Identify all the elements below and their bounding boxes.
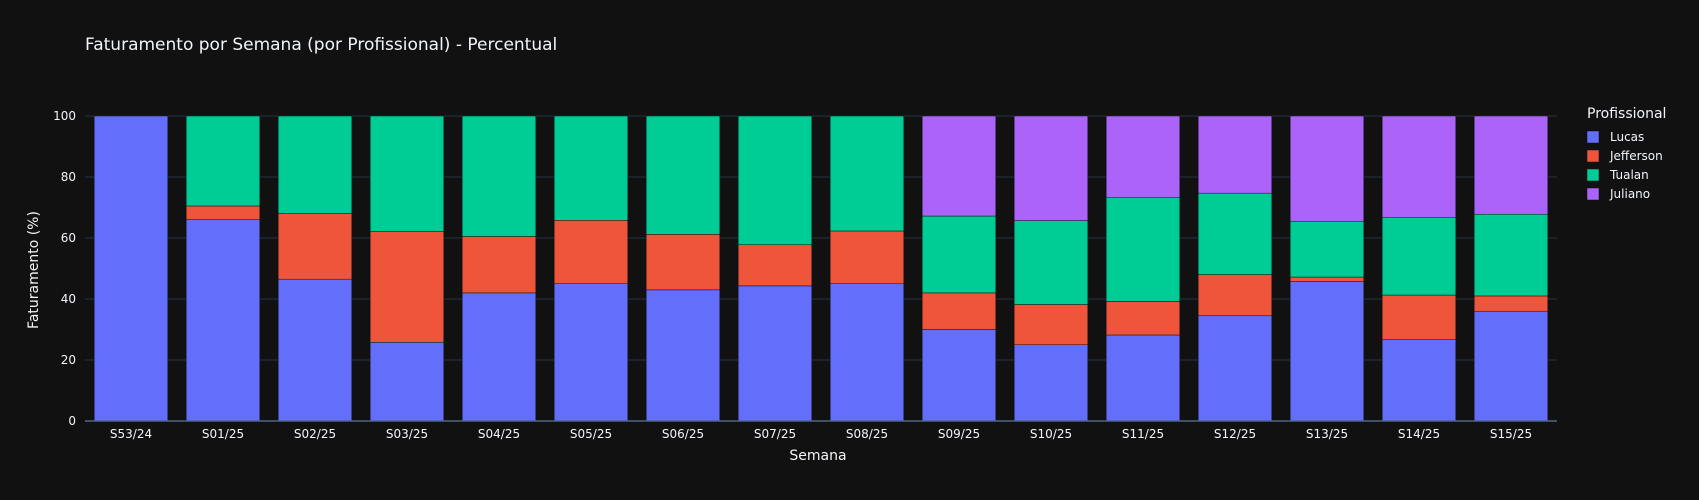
bar-juliano-s11-25[interactable]: [1105, 115, 1181, 198]
x-axis-title: Semana: [789, 448, 846, 464]
x-tick-label: S10/25: [1030, 427, 1072, 441]
bar-jefferson-s12-25[interactable]: [1197, 274, 1273, 317]
bar-jefferson-s02-25[interactable]: [277, 213, 353, 280]
legend-swatch-lucas[interactable]: [1586, 130, 1600, 144]
bar-jefferson-s03-25[interactable]: [369, 231, 445, 343]
bar-tualan-s02-25[interactable]: [277, 115, 353, 214]
y-axis-title: Faturamento (%): [26, 211, 42, 329]
bar-juliano-s10-25[interactable]: [1013, 115, 1089, 221]
bar-jefferson-s07-25[interactable]: [737, 244, 813, 287]
x-tick-label: S15/25: [1490, 427, 1532, 441]
bar-lucas-s04-25[interactable]: [461, 292, 537, 422]
x-tick-label: S53/24: [110, 427, 152, 441]
bar-jefferson-s01-25[interactable]: [185, 205, 261, 220]
x-tick-label: S01/25: [202, 427, 244, 441]
bar-jefferson-s04-25[interactable]: [461, 236, 537, 294]
bar-tualan-s05-25[interactable]: [553, 115, 629, 221]
bar-tualan-s08-25[interactable]: [829, 115, 905, 232]
bar-juliano-s12-25[interactable]: [1197, 115, 1273, 194]
y-tick-label: 60: [61, 231, 76, 245]
bar-tualan-s13-25[interactable]: [1289, 220, 1365, 278]
bar-tualan-s10-25[interactable]: [1013, 220, 1089, 305]
bar-lucas-s06-25[interactable]: [645, 289, 721, 422]
x-tick-label: S11/25: [1122, 427, 1164, 441]
bar-lucas-s03-25[interactable]: [369, 342, 445, 422]
bar-tualan-s11-25[interactable]: [1105, 197, 1181, 302]
x-tick-label: S12/25: [1214, 427, 1256, 441]
legend-item-juliano[interactable]: Juliano: [1609, 187, 1650, 201]
legend-title: Profissional: [1587, 106, 1666, 122]
bar-juliano-s15-25[interactable]: [1473, 115, 1549, 215]
legend-swatch-jefferson[interactable]: [1586, 149, 1600, 163]
bar-jefferson-s15-25[interactable]: [1473, 295, 1549, 312]
bar-tualan-s14-25[interactable]: [1381, 217, 1457, 296]
bar-tualan-s09-25[interactable]: [921, 215, 997, 294]
x-tick-label: S06/25: [662, 427, 704, 441]
bar-jefferson-s10-25[interactable]: [1013, 304, 1089, 345]
bar-lucas-s05-25[interactable]: [553, 283, 629, 422]
bar-juliano-s14-25[interactable]: [1381, 115, 1457, 218]
bar-jefferson-s06-25[interactable]: [645, 234, 721, 291]
bar-lucas-s15-25[interactable]: [1473, 310, 1549, 422]
bar-lucas-s08-25[interactable]: [829, 283, 905, 422]
bar-jefferson-s13-25[interactable]: [1289, 276, 1365, 282]
bar-lucas-s53-24[interactable]: [93, 115, 169, 422]
x-tick-label: S09/25: [938, 427, 980, 441]
x-tick-label: S05/25: [570, 427, 612, 441]
bar-lucas-s13-25[interactable]: [1289, 281, 1365, 422]
bar-tualan-s07-25[interactable]: [737, 115, 813, 245]
bar-lucas-s02-25[interactable]: [277, 278, 353, 422]
bar-tualan-s04-25[interactable]: [461, 115, 537, 237]
bar-tualan-s06-25[interactable]: [645, 115, 721, 235]
legend: Profissional Lucas Jefferson Tualan Juliano: [1586, 106, 1666, 201]
x-tick-label: S04/25: [478, 427, 520, 441]
bar-lucas-s10-25[interactable]: [1013, 344, 1089, 422]
x-tick-label: S03/25: [386, 427, 428, 441]
x-tick-label: S02/25: [294, 427, 336, 441]
bar-lucas-s01-25[interactable]: [185, 219, 261, 422]
bar-tualan-s01-25[interactable]: [185, 115, 261, 207]
bar-lucas-s09-25[interactable]: [921, 329, 997, 422]
bar-jefferson-s09-25[interactable]: [921, 292, 997, 330]
bar-juliano-s09-25[interactable]: [921, 115, 997, 217]
bar-lucas-s07-25[interactable]: [737, 285, 813, 422]
chart-title: Faturamento por Semana (por Profissional…: [85, 35, 557, 55]
bar-juliano-s13-25[interactable]: [1289, 115, 1365, 222]
y-tick-label: 40: [61, 292, 76, 306]
bar-tualan-s15-25[interactable]: [1473, 213, 1549, 297]
legend-item-jefferson[interactable]: Jefferson: [1609, 149, 1663, 163]
bar-tualan-s12-25[interactable]: [1197, 192, 1273, 275]
bar-jefferson-s08-25[interactable]: [829, 230, 905, 284]
x-tick-label: S07/25: [754, 427, 796, 441]
y-tick-label: 100: [53, 109, 76, 123]
bar-lucas-s14-25[interactable]: [1381, 339, 1457, 422]
bar-jefferson-s14-25[interactable]: [1381, 294, 1457, 340]
y-tick-label: 80: [61, 170, 76, 184]
bar-lucas-s12-25[interactable]: [1197, 315, 1273, 422]
bar-lucas-s11-25[interactable]: [1105, 334, 1181, 422]
bar-jefferson-s05-25[interactable]: [553, 220, 629, 284]
x-tick-label: S13/25: [1306, 427, 1348, 441]
y-tick-label: 20: [61, 353, 76, 367]
bar-tualan-s03-25[interactable]: [369, 115, 445, 232]
legend-swatch-juliano[interactable]: [1586, 187, 1600, 201]
legend-item-tualan[interactable]: Tualan: [1609, 168, 1649, 182]
y-tick-label: 0: [68, 414, 76, 428]
x-tick-label: S08/25: [846, 427, 888, 441]
x-tick-label: S14/25: [1398, 427, 1440, 441]
axes: 0 20 40 60 80 100 S53/24 S01/25 S02/25 S03/25 S04/…: [53, 109, 1557, 441]
bars: [93, 115, 1549, 422]
bar-jefferson-s11-25[interactable]: [1105, 301, 1181, 336]
legend-swatch-tualan[interactable]: [1586, 168, 1600, 182]
legend-item-lucas[interactable]: Lucas: [1610, 130, 1644, 144]
